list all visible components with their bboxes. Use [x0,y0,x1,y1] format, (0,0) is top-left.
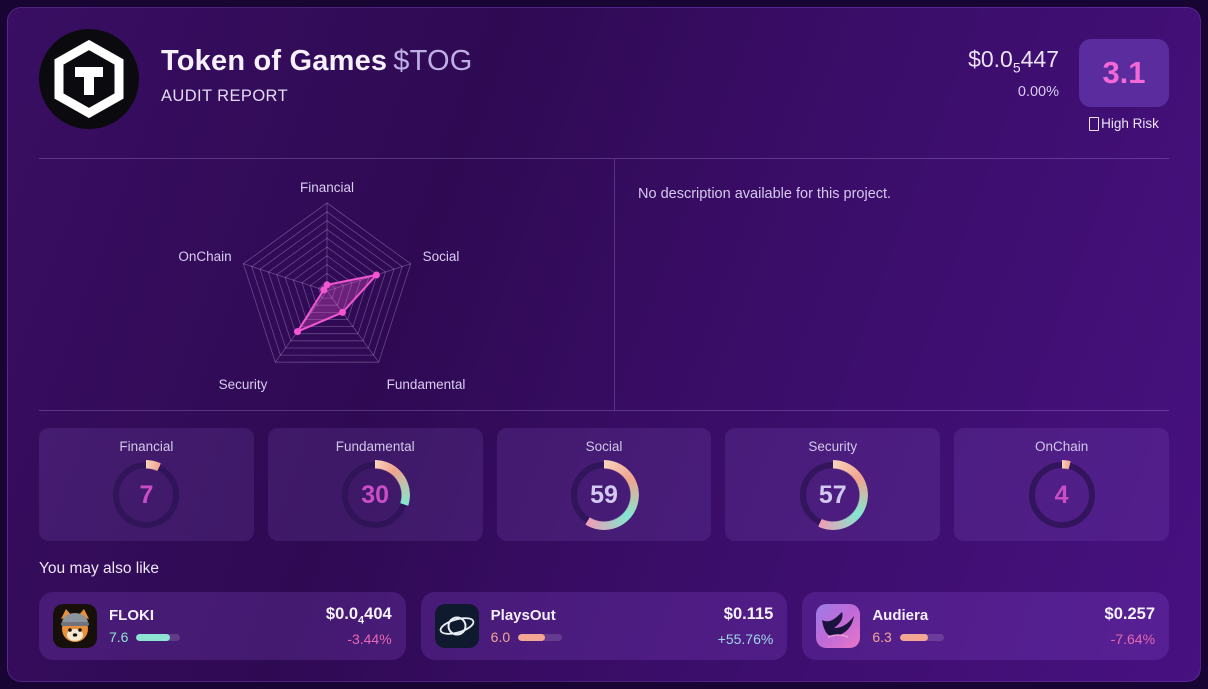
divider [39,158,1169,159]
token-price: $0.257 [1104,605,1156,624]
audit-report-panel: Token of Games $TOG AUDIT REPORT $0.05447… [7,7,1201,682]
token-score: 6.0 [490,629,511,645]
token-main: FLOKI 7.6 [109,607,181,645]
radar-chart: Financial Social Fundamental Security OnChai… [178,180,466,392]
vertical-divider [614,159,615,410]
token-main: Audiera 6.3 [872,607,944,645]
gauge-title: OnChain [1034,439,1089,454]
radar-axis-label: Security [219,377,268,392]
gauge-arc [568,460,639,530]
description-text: No description available for this projec… [638,186,892,202]
radar-axis-label: Social [423,249,460,264]
score-bar [136,633,181,641]
risk-score-badge: 3.1 [1079,39,1169,107]
token-right: $0.257 -7.64% [1105,605,1155,646]
token-price: $0.05447 [968,46,1059,76]
radar-axis-label: Fundamental [387,377,466,392]
audiera-icon [816,604,861,648]
gauge-title: Financial [119,439,174,454]
suggested-tokens-row: FLOKI 7.6 $0.04404 -3.44% PlaysOut 6.0 $0.115 +… [39,592,1170,660]
token-price: $0.04404 [325,605,392,627]
price-change: 0.00% [1017,83,1059,100]
gauge-card-financial: Financial 7 [39,428,254,541]
score-bar [899,633,944,641]
score-gauges-row: Financial 7 Fundamental 30 Social 59 Security 5… [39,428,1169,541]
gauge-card-social: Social 59 [496,428,712,541]
token-score: 6.3 [872,629,892,645]
token-card-playsout[interactable]: PlaysOut 6.0 $0.115 +55.76% [420,592,788,660]
risk-indicator-icon [1089,116,1100,131]
token-score-row: 7.6 [109,629,181,645]
gauge-title: Social [585,439,623,454]
token-card-floki[interactable]: FLOKI 7.6 $0.04404 -3.44% [39,592,406,660]
gauge-title: Fundamental [335,439,415,454]
page-title: Token of Games [161,45,388,77]
gauge-value: 7 [139,480,154,509]
playsout-icon [434,604,479,648]
gauge-ring: 4 [1026,460,1097,530]
token-name: PlaysOut [490,607,556,624]
token-right: $0.04404 -3.44% [326,605,392,646]
radar-axis-label: Financial [300,180,354,195]
middle-section: Financial Social Fundamental Security OnChai… [39,159,1169,410]
token-main: PlaysOut 6.0 [490,607,563,645]
title-block: Token of Games $TOG AUDIT REPORT [161,45,473,106]
floki-icon [53,604,97,648]
suggestions-title: You may also like [39,560,160,577]
divider [39,410,1169,411]
gauge-ring: 7 [111,460,182,530]
gauge-ring: 59 [568,460,639,530]
gauge-card-fundamental: Fundamental 30 [267,428,483,541]
score-column: 3.1 High Risk [1079,39,1169,131]
score-bar-fill [899,633,928,641]
report-label: AUDIT REPORT [161,87,289,105]
token-score-row: 6.3 [872,629,944,645]
token-name: FLOKI [109,607,154,624]
gauge-ring: 57 [797,460,868,530]
token-change: -3.44% [347,630,392,647]
token-card-audiera[interactable]: Audiera 6.3 $0.257 -7.64% [802,592,1170,660]
token-price: $0.115 [723,605,774,624]
token-change: -7.64% [1110,630,1156,647]
gauge-arc [797,460,868,530]
gauge-arc [111,460,182,530]
price-block: $0.05447 0.00% [968,46,1059,100]
token-symbol: $TOG [393,45,473,77]
token-change: +55.76% [717,630,774,647]
gauge-ring: 30 [340,460,411,530]
radar-axis-label: OnChain [178,249,231,264]
gauge-arc [1026,460,1097,530]
description-section: No description available for this projec… [615,159,1169,410]
score-bar [518,633,563,641]
header: Token of Games $TOG AUDIT REPORT $0.05447… [8,8,1200,158]
gauge-value: 4 [1054,480,1069,509]
token-logo-icon [39,29,139,129]
gauge-value: 59 [590,480,618,509]
token-name: Audiera [872,607,929,624]
gauge-value: 30 [361,480,390,509]
gauge-title: Security [808,439,858,454]
gauge-arc [340,460,411,530]
risk-label: High Risk [1079,116,1169,131]
gauge-value: 57 [818,480,847,509]
token-score-row: 6.0 [490,629,563,645]
token-score: 7.6 [109,629,129,645]
score-bar-fill [518,633,545,641]
gauge-card-security: Security 57 [725,428,941,541]
gauge-card-onchain: OnChain 4 [954,428,1169,541]
header-right: $0.05447 0.00% 3.1 High Risk [968,39,1169,131]
radar-chart-section: Financial Social Fundamental Security OnChai… [39,159,614,410]
token-right: $0.115 +55.76% [718,605,774,646]
score-bar-fill [136,633,170,641]
